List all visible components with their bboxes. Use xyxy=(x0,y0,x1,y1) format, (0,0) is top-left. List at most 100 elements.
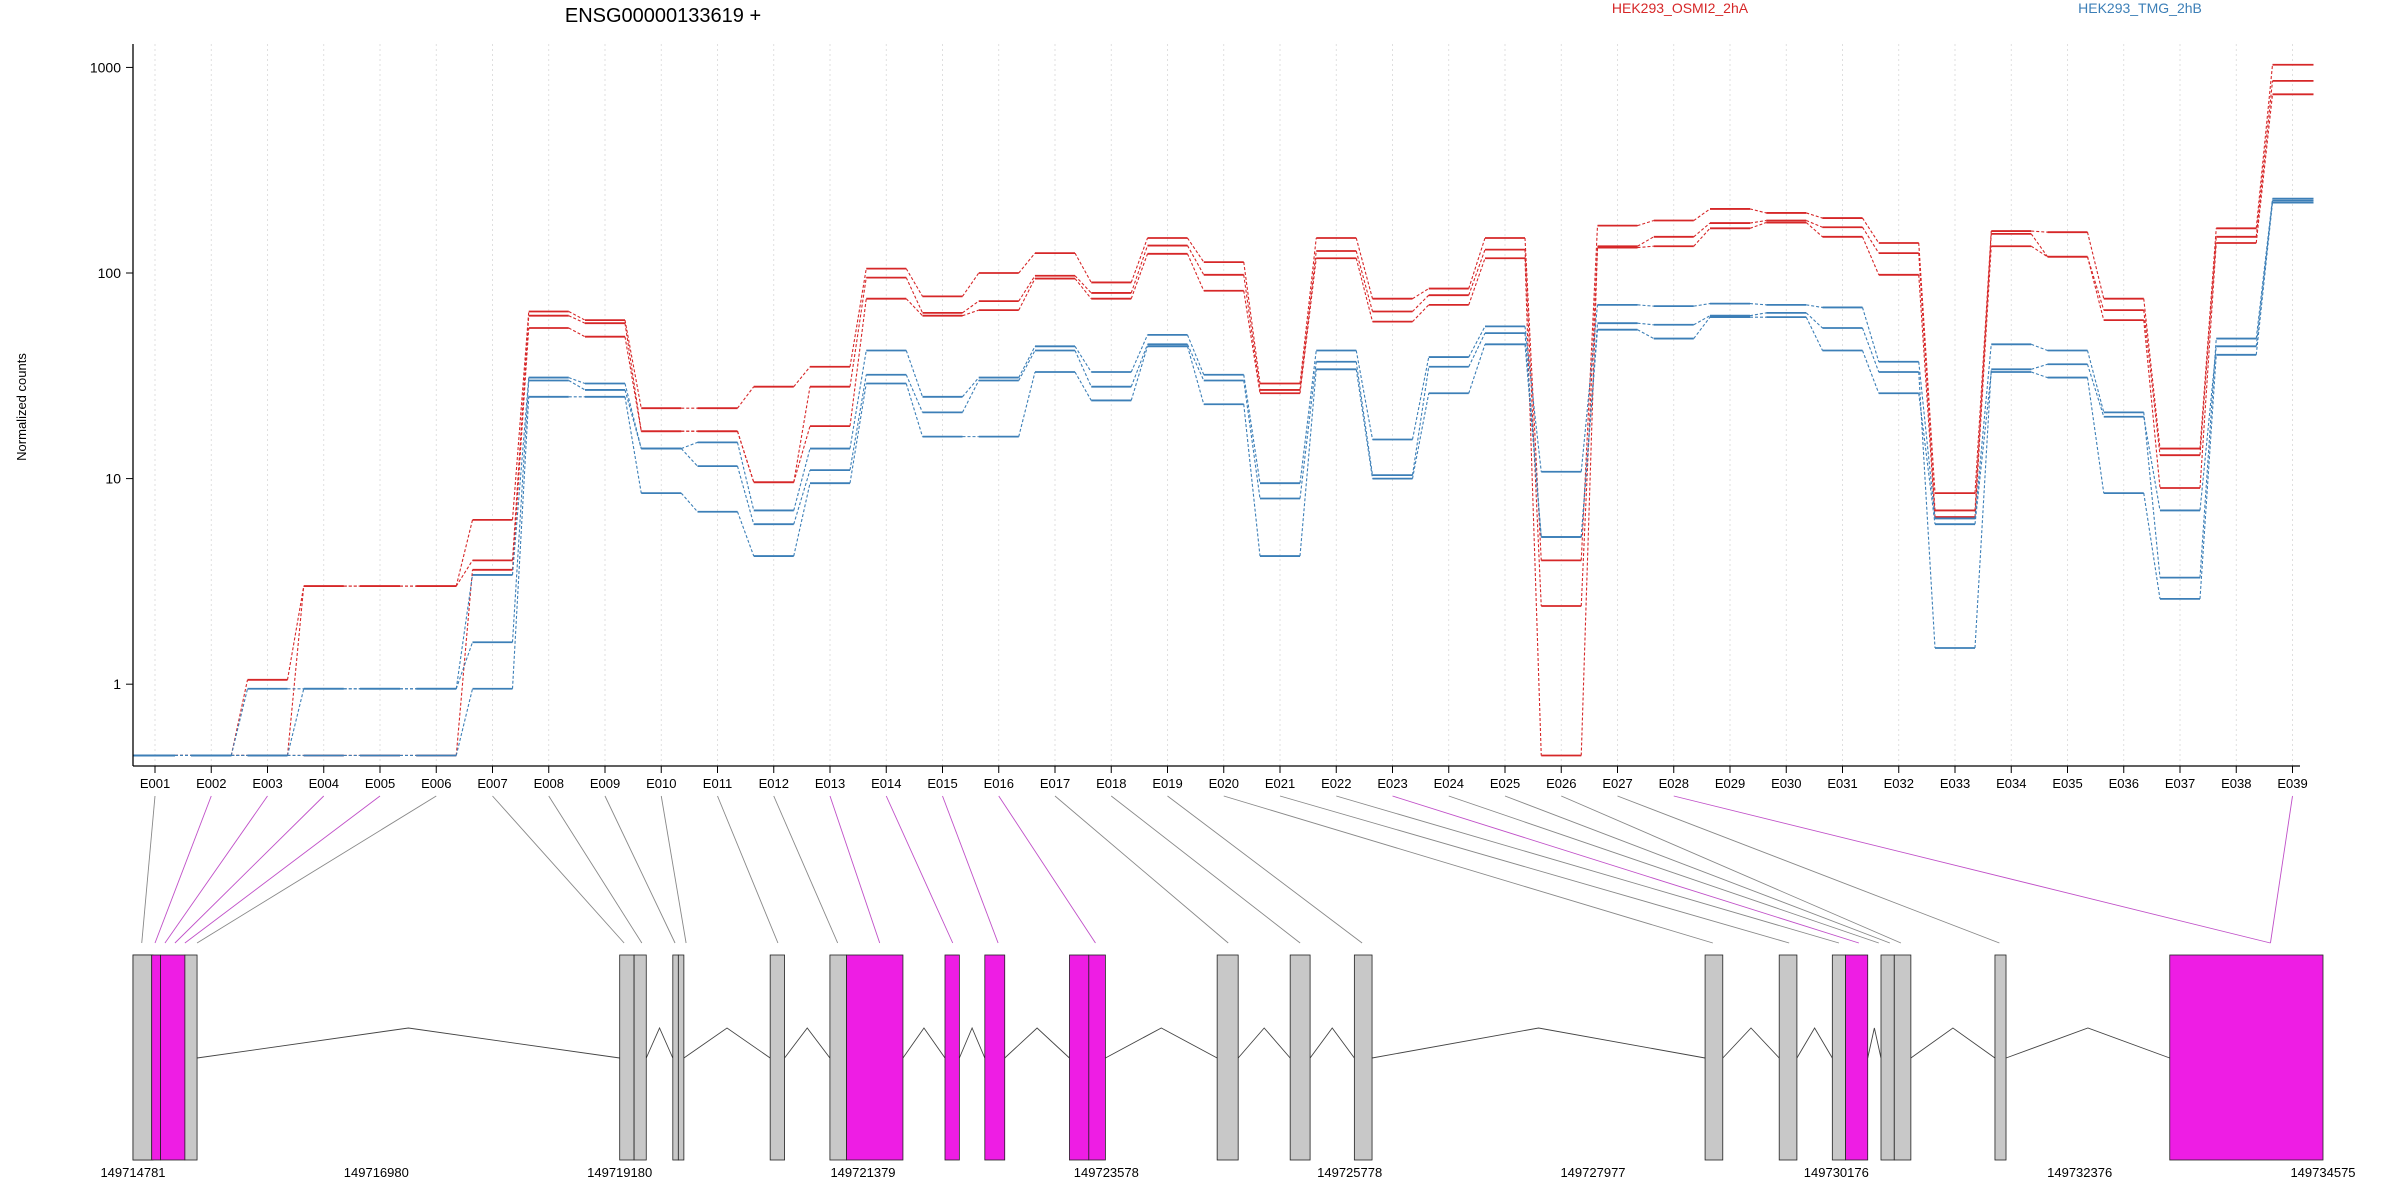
exon-18 xyxy=(1353,954,1373,1161)
coordinate-label-3: 149719180 xyxy=(587,1165,652,1180)
x-tick-label-e027: E027 xyxy=(1602,776,1632,791)
link-e015 xyxy=(942,795,999,944)
intron-17 xyxy=(1309,1027,1355,1059)
coordinate-label-1: 149714781 xyxy=(100,1165,165,1180)
exon-1 xyxy=(132,954,153,1161)
y-axis-label: Normalized counts xyxy=(14,353,29,461)
link-e009 xyxy=(604,795,676,944)
exon-7 xyxy=(672,954,679,1161)
y-tick-label-10: 10 xyxy=(105,471,121,487)
intron-25 xyxy=(2005,1027,2170,1059)
intron-4 xyxy=(196,1027,620,1059)
series-4 xyxy=(133,197,2314,757)
x-tick-label-e023: E023 xyxy=(1377,776,1407,791)
exon-24 xyxy=(1893,954,1912,1161)
exon-9 xyxy=(769,954,785,1161)
link-e026 xyxy=(1561,795,1902,944)
x-tick-label-e020: E020 xyxy=(1209,776,1239,791)
exon-14 xyxy=(1069,954,1090,1161)
link-e025 xyxy=(1504,795,1891,944)
x-tick-label-e029: E029 xyxy=(1715,776,1745,791)
x-tick-label-e005: E005 xyxy=(365,776,395,791)
link-e018 xyxy=(1110,795,1301,944)
exon-13 xyxy=(984,954,1006,1161)
series-1-connectors xyxy=(175,64,2274,757)
exon-20 xyxy=(1778,954,1798,1161)
intron-9 xyxy=(784,1027,831,1059)
x-tick-label-e015: E015 xyxy=(927,776,957,791)
x-tick-label-e035: E035 xyxy=(2052,776,2082,791)
x-ticks: E001 E002 E003 E004 E005 E006 E007 E008 E009 E010… xyxy=(140,766,2308,791)
x-tick-label-e012: E012 xyxy=(759,776,789,791)
y-tick-label-1: 1 xyxy=(113,676,121,692)
x-tick-label-e034: E034 xyxy=(1996,776,2026,791)
coordinate-labels: 149714781 149716980 149719180 149721379 1497… xyxy=(100,1165,2355,1180)
exon-5 xyxy=(619,954,635,1161)
exon-21 xyxy=(1831,954,1846,1161)
intron-22 xyxy=(1867,1027,1882,1059)
exon-8 xyxy=(677,954,685,1161)
exon-25 xyxy=(1994,954,2007,1161)
link-e019 xyxy=(1167,795,1363,944)
exon-3 xyxy=(160,954,186,1161)
link-e023 xyxy=(1392,795,1860,944)
exon-19 xyxy=(1704,954,1724,1161)
legend-label-osmi2: HEK293_OSMI2_2hA xyxy=(1612,0,1749,16)
link-e027 xyxy=(1617,795,2000,944)
exon-2 xyxy=(151,954,161,1161)
coordinate-label-10: 149734575 xyxy=(2290,1165,2355,1180)
exon-bin-links xyxy=(141,795,2293,944)
x-tick-label-e011: E011 xyxy=(703,776,732,791)
series-layer xyxy=(133,63,2314,757)
x-tick-label-e037: E037 xyxy=(2165,776,2195,791)
intron-12 xyxy=(958,1026,986,1059)
link-e022 xyxy=(1336,795,1840,944)
exon-15 xyxy=(1088,954,1106,1161)
link-last xyxy=(2270,795,2293,944)
coordinate-label-4: 149721379 xyxy=(830,1165,895,1180)
link-e011 xyxy=(717,795,779,944)
link-e003 xyxy=(164,795,268,944)
x-tick-label-e013: E013 xyxy=(815,776,845,791)
exon-16 xyxy=(1216,954,1239,1161)
x-tick-label-e002: E002 xyxy=(196,776,226,791)
exon-4 xyxy=(184,954,198,1161)
x-tick-label-e017: E017 xyxy=(1040,776,1070,791)
x-tick-label-e030: E030 xyxy=(1771,776,1801,791)
intron-20 xyxy=(1796,1027,1833,1059)
link-e005 xyxy=(184,795,381,944)
link-e004 xyxy=(174,795,325,944)
coordinate-label-8: 149730176 xyxy=(1804,1165,1869,1180)
x-tick-label-e031: E031 xyxy=(1827,776,1857,791)
intron-11 xyxy=(902,1027,946,1059)
exon-26 xyxy=(2169,954,2324,1161)
x-tick-label-e024: E024 xyxy=(1434,776,1464,791)
coordinate-label-2: 149716980 xyxy=(344,1165,409,1180)
intron-13 xyxy=(1004,1027,1070,1059)
y-tick-label-100: 100 xyxy=(98,265,122,281)
coordinate-label-9: 149732376 xyxy=(2047,1165,2112,1180)
link-e021 xyxy=(1279,795,1790,944)
x-tick-label-e038: E038 xyxy=(2221,776,2251,791)
y-tick-label-1000: 1000 xyxy=(90,59,121,75)
exon-22 xyxy=(1845,954,1869,1161)
link-e007 xyxy=(492,795,625,944)
series-3-connectors xyxy=(175,94,2274,757)
intron-15 xyxy=(1105,1027,1218,1059)
x-tick-label-e019: E019 xyxy=(1152,776,1182,791)
series-5-connectors xyxy=(175,200,2274,757)
link-e006 xyxy=(196,795,437,944)
intron-16 xyxy=(1237,1027,1291,1059)
exon-12 xyxy=(944,954,960,1161)
axes xyxy=(132,44,2300,767)
series-3 xyxy=(133,93,2314,757)
exon-17 xyxy=(1289,954,1311,1161)
series-1 xyxy=(133,63,2314,757)
exon-10 xyxy=(829,954,847,1161)
link-e014 xyxy=(885,795,954,944)
x-tick-label-e016: E016 xyxy=(984,776,1014,791)
series-6-connectors xyxy=(175,202,2274,757)
x-tick-label-e009: E009 xyxy=(590,776,620,791)
coordinate-label-7: 149727977 xyxy=(1560,1165,1625,1180)
